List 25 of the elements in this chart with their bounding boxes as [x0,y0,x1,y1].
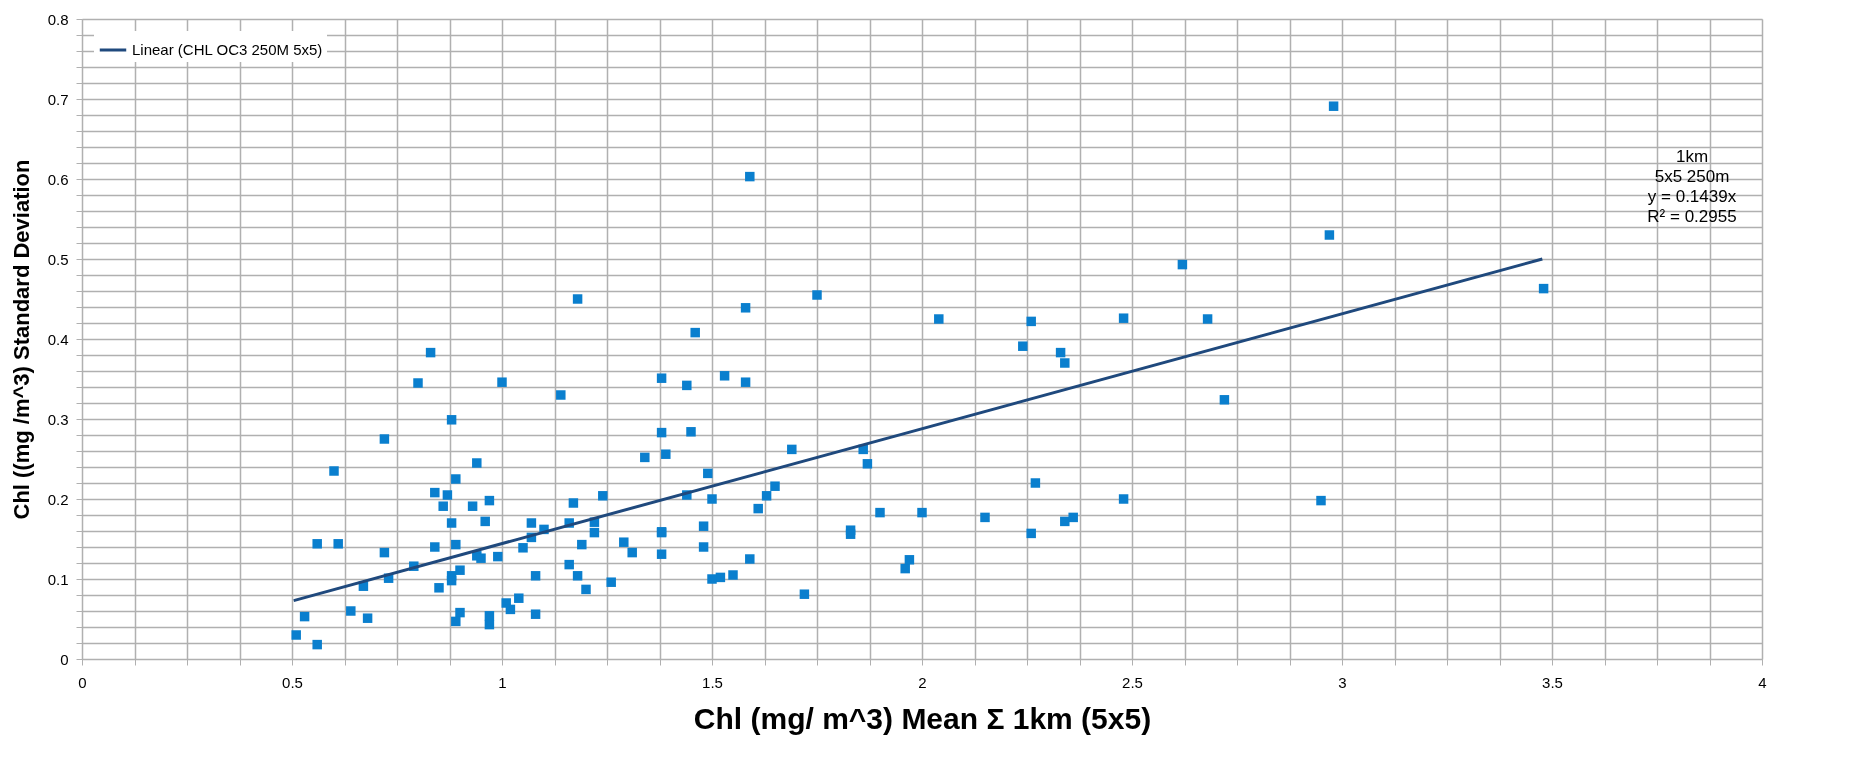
y-tick-label: 0.4 [47,330,69,348]
x-tick-label: 4 [1758,673,1767,691]
y-tick-label: 0.8 [47,10,69,28]
y-axis-title: Chl ((mg /m^3) Standard Deviation [8,159,34,520]
annotation: 5x5 250m [1654,166,1730,186]
x-axis-title: Chl (mg/ m^3) Mean Σ 1km (5x5) [693,701,1152,735]
x-tick-label: 2.5 [1122,673,1143,691]
x-tick-label: 3.5 [1542,673,1563,691]
annotation: 1km [1675,146,1709,166]
x-tick-label: 3 [1338,673,1347,691]
x-tick-label: 0 [78,673,87,691]
y-tick-label: 0.6 [47,170,69,188]
x-tick-label: 0.5 [282,673,303,691]
annotation: y = 0.1439x [1647,186,1737,206]
x-tick-label: 2 [918,673,927,691]
legend-label: Linear (CHL OC3 250M 5x5) [132,41,323,58]
y-tick-label: 0.7 [47,90,69,108]
y-tick-label: 0 [60,650,69,668]
annotation: R² = 0.2955 [1647,206,1737,226]
y-tick-label: 0.1 [47,570,69,588]
y-tick-label: 0.3 [47,410,69,428]
x-tick-label: 1.5 [702,673,723,691]
x-tick-label: 1 [498,673,507,691]
y-tick-label: 0.2 [47,490,69,508]
y-tick-label: 0.5 [47,250,69,268]
